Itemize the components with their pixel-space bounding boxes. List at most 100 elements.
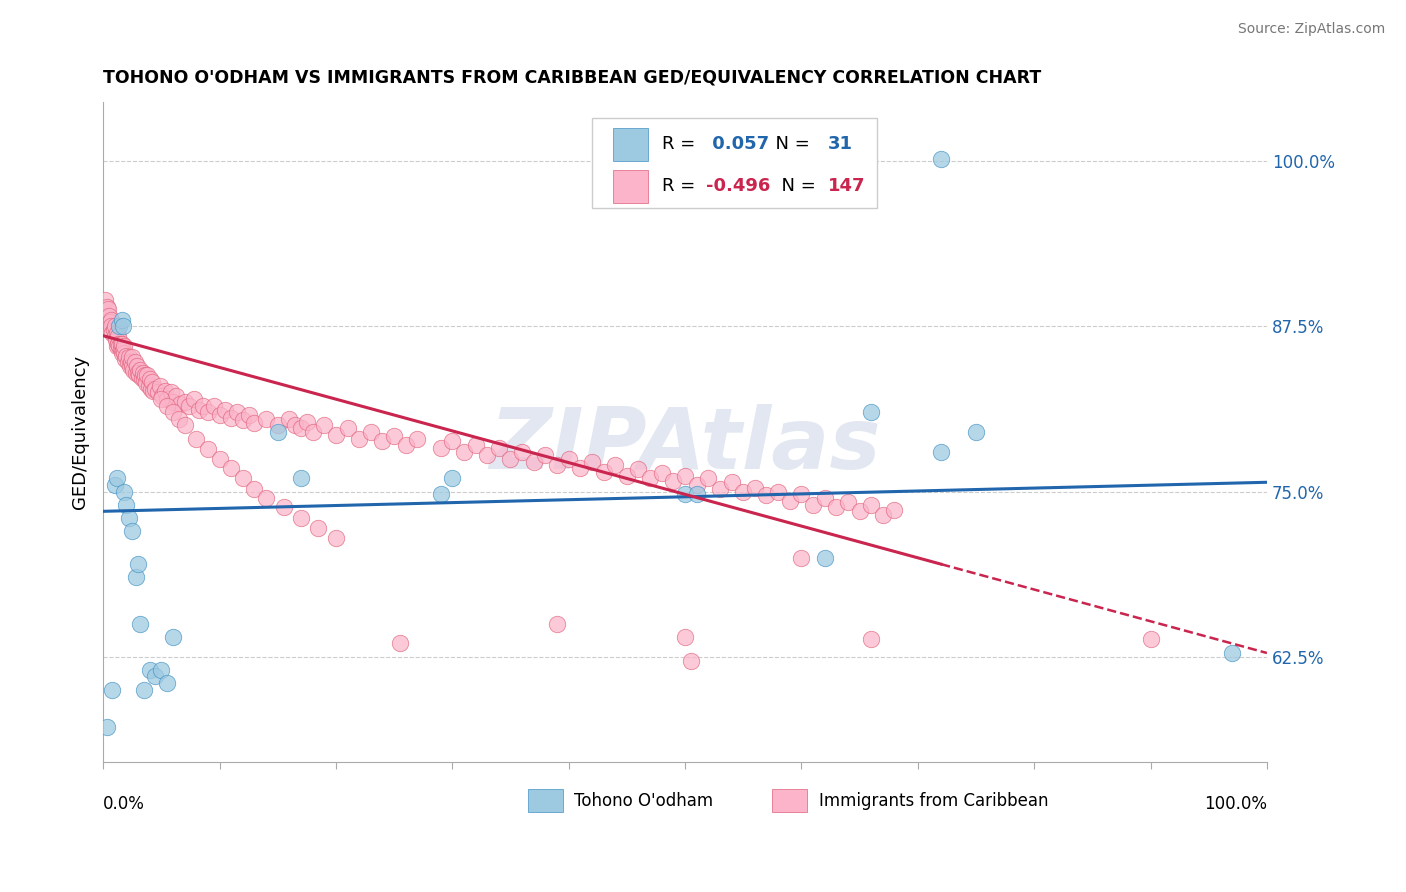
Point [117, 355, 139, 369]
Text: TOHONO O'ODHAM VS IMMIGRANTS FROM CARIBBEAN GED/EQUIVALENCY CORRELATION CHART: TOHONO O'ODHAM VS IMMIGRANTS FROM CARIBB… [103, 69, 1042, 87]
Point [651, 466, 673, 480]
Point [156, 399, 179, 413]
Point [136, 368, 159, 383]
Point [145, 669, 167, 683]
Point [837, 495, 859, 509]
Point [129, 363, 152, 377]
Point [132, 682, 155, 697]
Point [121, 350, 143, 364]
Point [720, 475, 742, 490]
Point [733, 484, 755, 499]
Point [388, 636, 411, 650]
Point [108, 319, 131, 334]
Point [156, 676, 179, 690]
Point [162, 405, 184, 419]
Point [187, 402, 209, 417]
Point [208, 408, 231, 422]
Point [965, 425, 987, 439]
Point [301, 425, 323, 439]
Point [284, 418, 307, 433]
Point [114, 352, 136, 367]
Point [110, 342, 132, 356]
Point [129, 616, 152, 631]
Point [100, 313, 122, 327]
Point [97, 302, 120, 317]
FancyBboxPatch shape [772, 789, 807, 812]
Point [238, 408, 260, 422]
Point [790, 550, 813, 565]
Point [801, 498, 824, 512]
Point [145, 382, 167, 396]
Point [153, 384, 176, 399]
Point [766, 484, 789, 499]
Point [138, 379, 160, 393]
Point [104, 478, 127, 492]
Point [627, 462, 650, 476]
Text: Immigrants from Caribbean: Immigrants from Caribbean [818, 792, 1049, 810]
Point [202, 399, 225, 413]
Point [441, 434, 464, 449]
Point [290, 471, 312, 485]
Point [592, 465, 614, 479]
Point [290, 511, 312, 525]
Point [111, 346, 134, 360]
Point [115, 498, 138, 512]
Point [569, 460, 592, 475]
Point [232, 413, 254, 427]
Point [1220, 646, 1243, 660]
Text: 0.0%: 0.0% [103, 796, 145, 814]
Point [159, 385, 181, 400]
Point [97, 309, 120, 323]
Point [156, 392, 179, 406]
Point [125, 570, 148, 584]
Point [929, 152, 952, 166]
Point [169, 397, 191, 411]
Point [101, 682, 124, 697]
Point [135, 376, 157, 391]
Point [112, 484, 135, 499]
Point [122, 363, 145, 377]
Text: Tohono O'odham: Tohono O'odham [575, 792, 714, 810]
Point [100, 319, 122, 334]
Point [165, 389, 187, 403]
Point [132, 372, 155, 386]
Point [131, 366, 153, 380]
Point [860, 498, 883, 512]
Point [111, 319, 134, 334]
Point [860, 405, 883, 419]
Point [162, 394, 184, 409]
Point [243, 416, 266, 430]
Text: 31: 31 [828, 135, 853, 153]
Point [814, 550, 837, 565]
Point [118, 350, 141, 364]
Point [105, 326, 128, 340]
Point [254, 412, 277, 426]
Point [173, 394, 195, 409]
Point [662, 474, 685, 488]
Point [464, 438, 486, 452]
Point [336, 421, 359, 435]
Text: ZIPAtlas: ZIPAtlas [489, 404, 880, 487]
Point [347, 432, 370, 446]
Point [131, 371, 153, 385]
Point [208, 451, 231, 466]
Point [101, 326, 124, 340]
Point [1139, 632, 1161, 647]
Point [546, 458, 568, 472]
Point [429, 441, 451, 455]
Point [325, 531, 347, 545]
Point [111, 313, 134, 327]
Point [557, 451, 579, 466]
Point [183, 392, 205, 406]
Point [488, 441, 510, 455]
Point [173, 418, 195, 433]
Point [94, 293, 117, 307]
Point [134, 368, 156, 383]
Point [150, 392, 173, 406]
Point [360, 425, 382, 439]
Point [382, 429, 405, 443]
Point [499, 451, 522, 466]
Point [107, 328, 129, 343]
Point [453, 445, 475, 459]
Point [232, 471, 254, 485]
